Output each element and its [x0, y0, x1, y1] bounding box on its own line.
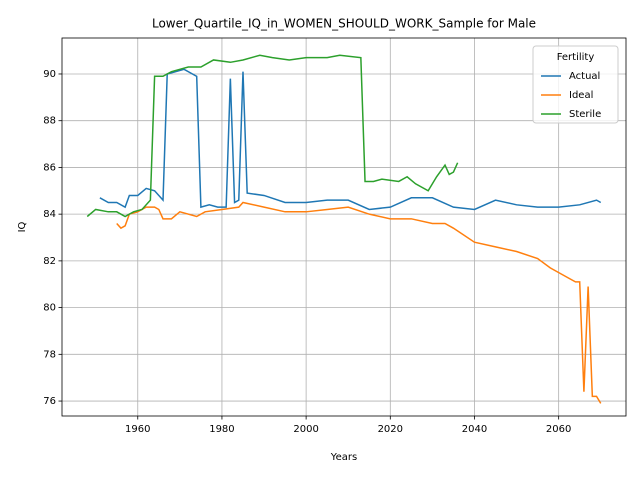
legend-title: Fertility: [557, 52, 595, 63]
y-tick-label: 82: [43, 256, 56, 267]
line-series: [99, 68, 602, 211]
y-tick-label: 84: [43, 209, 56, 220]
legend-label: Sterile: [569, 109, 601, 120]
legend-label: Ideal: [569, 90, 593, 101]
x-axis-label: Years: [330, 452, 357, 463]
y-tick-label: 86: [43, 162, 56, 173]
line-series: [86, 54, 459, 218]
axes-frame: [61, 37, 627, 417]
x-tick-label: 2020: [378, 424, 403, 435]
legend-box: [532, 45, 619, 124]
y-tick-label: 76: [43, 396, 56, 407]
y-tick-label: 90: [43, 69, 56, 80]
chart-title: Lower_Quartile_IQ_in_WOMEN_SHOULD_WORK_S…: [152, 17, 536, 31]
x-tick-label: 1980: [209, 424, 234, 435]
y-tick-label: 80: [43, 303, 56, 314]
y-tick-label: 88: [43, 116, 56, 127]
y-tick-label: 78: [43, 349, 56, 360]
y-axis-label: IQ: [17, 221, 28, 232]
x-tick-label: 1960: [125, 424, 150, 435]
x-tick-label: 2060: [546, 424, 571, 435]
line-series: [116, 201, 602, 404]
legend-label: Actual: [569, 71, 600, 82]
x-tick-label: 2040: [462, 424, 487, 435]
x-tick-label: 2000: [293, 424, 318, 435]
